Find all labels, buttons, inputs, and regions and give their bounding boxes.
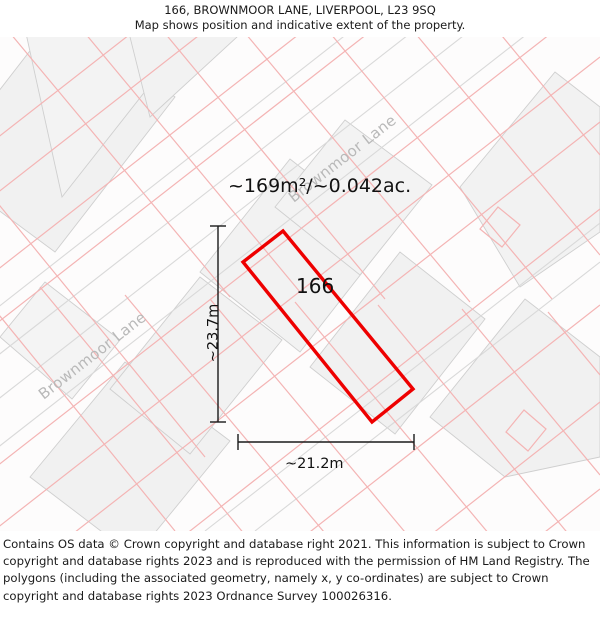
dimension-lines	[210, 225, 415, 450]
page-title: 166, BROWNMOOR LANE, LIVERPOOL, L23 9SQ	[164, 3, 436, 17]
footer-attribution: Contains OS data © Crown copyright and d…	[0, 531, 600, 625]
plot-number-label: 166	[296, 274, 335, 298]
header: 166, BROWNMOOR LANE, LIVERPOOL, L23 9SQ …	[0, 0, 600, 37]
map-canvas[interactable]: Brownmoor Lane Brownmoor Lane ~169m²/~0.…	[0, 37, 600, 531]
page-subtitle: Map shows position and indicative extent…	[134, 18, 466, 32]
dimension-label-vertical: ~23.7m	[205, 303, 222, 363]
dimension-label-horizontal: ~21.2m	[285, 456, 344, 472]
map-vector-layer	[0, 37, 600, 531]
footer-text: Contains OS data © Crown copyright and d…	[3, 537, 590, 603]
parcel-boundaries	[0, 37, 600, 531]
parcel-small-structures	[479, 206, 547, 452]
area-measurement-label: ~169m²/~0.042ac.	[228, 175, 412, 197]
building-polygons	[0, 37, 600, 531]
subject-property-outline	[240, 228, 416, 425]
